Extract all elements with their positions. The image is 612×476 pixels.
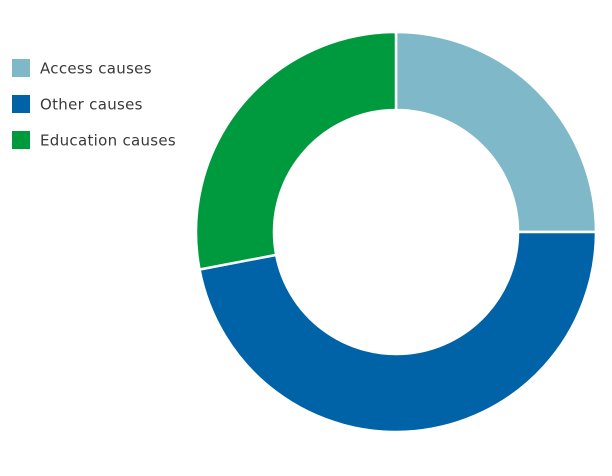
legend-swatch xyxy=(12,59,30,77)
legend-label: Education causes xyxy=(40,132,176,150)
legend-swatch xyxy=(12,131,30,149)
donut-slice xyxy=(198,230,598,434)
legend-label: Other causes xyxy=(40,96,143,114)
legend-label: Access causes xyxy=(40,60,152,78)
donut-slice xyxy=(394,30,598,234)
legend-swatch xyxy=(12,95,30,113)
donut-slice xyxy=(194,30,398,271)
